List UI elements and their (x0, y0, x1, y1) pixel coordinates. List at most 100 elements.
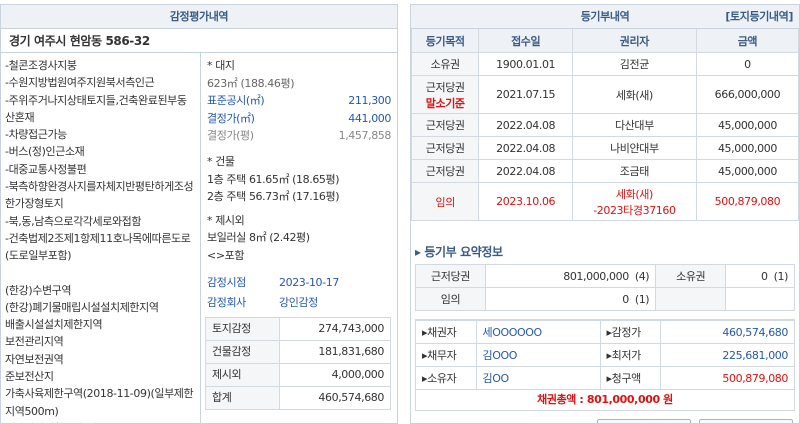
price-row: 표준공시(㎡) 211,300 (207, 92, 391, 110)
info-row: 감정시점 2023-10-17 (207, 273, 391, 293)
registry-row: 소유권 1900.01.01 김전균 0 (411, 52, 799, 76)
column-header: 권리자 (571, 28, 697, 53)
address: 경기 여주시 현암동 586-32 (1, 29, 397, 53)
heading: * 건물 (207, 154, 235, 168)
info-label: 감정회사 (207, 295, 246, 309)
price-value: 211,300 (348, 94, 391, 108)
info-value: 2023-10-17 (279, 275, 339, 289)
holder: 조금태 (571, 159, 697, 183)
note: -버스(정)인근소재 (5, 145, 85, 159)
zone: 배출시설설치제한지역 (5, 318, 103, 332)
column-header: 접수일 (478, 28, 573, 53)
holder-name: 세화(새) (615, 88, 653, 102)
date: 2022.04.08 (478, 136, 573, 160)
zone: 성장관리계획구역(일부해 (5, 420, 196, 423)
holder-name: 다산대부 (614, 119, 654, 132)
total-row: 제시외 4,000,000 (205, 362, 392, 387)
price-label-text: 감정가 (611, 326, 642, 339)
zone: 준보전산지 (5, 370, 54, 384)
registry-button[interactable]: 등기부등본(토지) (699, 419, 793, 423)
price-label: ▸청구액 (599, 366, 661, 390)
price-row: 결정가(평) 1,457,858 (207, 127, 391, 145)
note: -북,동,남측으로각각세로와접함 (5, 214, 142, 228)
building: 1층 주택 61.65㎡ (18.65평) (207, 172, 340, 186)
holder: 김전균 (571, 52, 697, 76)
party-label: ▸소유자 (416, 366, 477, 390)
panel-title: 등기부내역 [토지등기내역] (411, 5, 799, 29)
price-row: 결정가(㎡) 441,000 (207, 110, 391, 128)
summary-amount: 0 (622, 292, 629, 306)
info-value: 강인감정 (279, 295, 318, 309)
registry-panel: 등기부내역 [토지등기내역] 등기목적 접수일 권리자 금액 소유권 1900.01.01 김… (410, 4, 800, 424)
zone: 보전관리지역 (5, 335, 64, 349)
summary-amount: 801,000,000 (563, 269, 629, 283)
party-row: ▸채권자 세OOOOOO ▸감정가 460,574,680 (416, 320, 794, 344)
empty-cell (655, 287, 727, 311)
holder-name: 조금태 (619, 165, 650, 178)
purpose-text: 소유권 (430, 58, 461, 71)
total-value: 274,743,000 (278, 316, 392, 341)
party-row: ▸소유자 김OO ▸청구액 500,879,080 (416, 366, 794, 390)
date: 2022.04.08 (478, 159, 573, 183)
party-label-text: 소유자 (427, 372, 457, 385)
price-value: 1,457,858 (338, 129, 392, 143)
total-row: 합계 460,574,680 (205, 385, 392, 410)
amount: 45,000,000 (695, 159, 799, 183)
registry-row: 근저당권 2022.04.08 조금태 45,000,000 (411, 159, 799, 183)
summary-count: (1) (634, 292, 650, 306)
amount: 666,000,000 (695, 75, 799, 114)
base-mark: 말소기준 (425, 96, 465, 110)
total-label: 제시외 (205, 362, 280, 387)
note: -수원지방법원여주지원북서측인근 (5, 76, 155, 90)
purpose-text: 근저당권 (425, 119, 465, 132)
note: -건축법제2조제1항제11호나목에따른도로(도로일부포함) (5, 231, 191, 263)
registry-button[interactable]: 등기부등본(건물) (597, 419, 692, 423)
holder-name: 세화(새) (615, 187, 653, 201)
purpose: 소유권 (411, 52, 480, 76)
holder: 세화(새) -2023타경37160 (571, 182, 697, 221)
total-label: 합계 (205, 385, 280, 410)
amount: 45,000,000 (695, 136, 799, 160)
total-label: 건물감정 (205, 339, 280, 364)
party-row: ▸채무자 김OOO ▸최저가 225,681,000 (416, 343, 794, 367)
date: 2022.04.08 (478, 113, 573, 137)
empty-cell (725, 287, 795, 311)
total-value: 181,831,680 (278, 339, 392, 364)
note: -주위주거나지상태토지들,건축완료된부동산혼재 (5, 93, 187, 124)
summary-row: 근저당권 801,000,000 (4) 소유권 0 (1) (415, 264, 795, 288)
price-value: 460,574,680 (659, 320, 794, 344)
party-label-text: 채권자 (427, 326, 457, 339)
total-row: 토지감정 274,743,000 (205, 316, 392, 341)
land-registry-link[interactable]: [토지등기내역] (725, 10, 793, 23)
extra: <>포함 (207, 248, 245, 262)
summary-value: 801,000,000 (4) (484, 264, 657, 288)
note: -대중교통사정불편 (5, 162, 87, 176)
price-value: 500,879,080 (659, 366, 794, 390)
purpose: 근저당권 (411, 136, 480, 160)
summary-amount: 0 (761, 269, 768, 283)
total-row: 건물감정 181,831,680 (205, 339, 392, 364)
purpose: 임의 (411, 182, 480, 221)
registry-row: 근저당권 2022.04.08 다산대부 45,000,000 (411, 113, 799, 137)
info-label: 감정시점 (207, 275, 246, 289)
price-label-text: 최저가 (611, 349, 642, 362)
purpose-text: 근저당권 (425, 165, 465, 178)
appraisal-panel: 감정평가내역 경기 여주시 현암동 586-32 -철콘조경사지붕 -수원지방법원… (0, 4, 398, 424)
total-value: 460,574,680 (278, 385, 392, 410)
note: -철콘조경사지붕 (5, 59, 77, 72)
amount: 45,000,000 (695, 113, 799, 137)
purpose: 근저당권 말소기준 (411, 75, 480, 114)
building: 2층 주택 56.73㎡ (17.16평) (207, 190, 340, 204)
summary-value: 0 (1) (725, 264, 795, 288)
amount: 0 (695, 52, 799, 76)
holder-name: 김전균 (619, 58, 650, 71)
holder: 다산대부 (571, 113, 697, 137)
zone: (한강)수변구역 (5, 283, 72, 297)
column-header: 금액 (695, 28, 799, 53)
case-no: -2023타경37160 (593, 203, 676, 217)
panel-title-text: 등기부내역 (580, 10, 630, 23)
party-label: ▸채무자 (416, 343, 477, 367)
info-row: 감정회사 강인감정 (207, 293, 391, 313)
party-label-text: 채무자 (427, 349, 457, 362)
total-value: 4,000,000 (278, 362, 392, 387)
